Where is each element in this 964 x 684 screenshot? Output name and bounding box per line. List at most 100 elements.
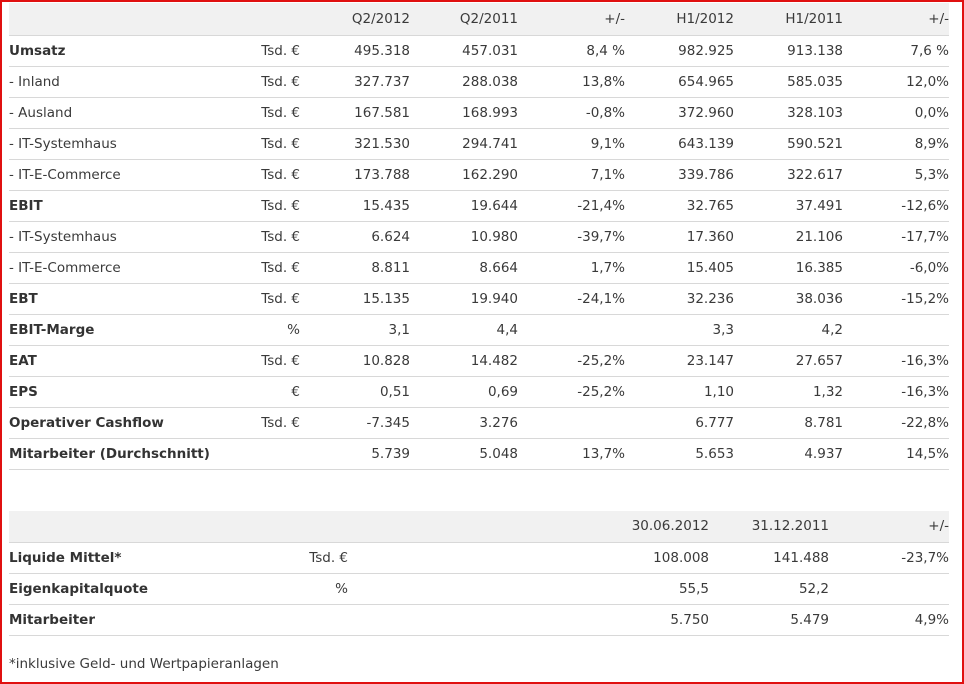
row-unit — [288, 604, 348, 636]
row-unit: Tsd. € — [227, 345, 300, 377]
cell-value: 10.828 — [300, 345, 410, 377]
table-row: - IT-Systemhaus Tsd. €321.530 294.741 9,1% 6… — [9, 128, 949, 160]
cell-value: 13,7% — [518, 438, 625, 470]
cell-value: 16.385 — [734, 252, 843, 284]
row-unit: Tsd. € — [227, 252, 300, 284]
table-row: Mitarbeiter 5.750 5.479 4,9% — [9, 604, 949, 636]
cell-value: 7,6 % — [843, 35, 949, 67]
table-row: EBIT Tsd. €15.435 19.644 -21,4% 32.765 37.491… — [9, 190, 949, 222]
cell-value: 643.139 — [625, 128, 734, 160]
cell-value: -6,0% — [843, 252, 949, 284]
table-row: EPS €0,51 0,69 -25,2% 1,10 1,32 -16,3% — [9, 376, 949, 408]
cell-value: -25,2% — [518, 376, 625, 408]
column-header: +/- — [518, 3, 625, 36]
row-label: Liquide Mittel* — [9, 542, 288, 574]
row-unit: € — [227, 376, 300, 408]
row-unit: % — [288, 573, 348, 605]
row-unit: Tsd. € — [227, 128, 300, 160]
cell-value: -21,4% — [518, 190, 625, 222]
cell-value: 52,2 — [709, 573, 829, 605]
cell-value: 0,69 — [410, 376, 518, 408]
row-unit: Tsd. € — [227, 35, 300, 67]
cell-value — [843, 314, 949, 346]
row-label: Operativer Cashflow — [9, 407, 227, 439]
cell-value: 7,1% — [518, 159, 625, 191]
cell-value: 3.276 — [410, 407, 518, 439]
cell-value: 173.788 — [300, 159, 410, 191]
cell-value: 23.147 — [625, 345, 734, 377]
row-label: Umsatz — [9, 35, 227, 67]
cell-value: 32.236 — [625, 283, 734, 315]
row-label: EBIT — [9, 190, 227, 222]
cell-value: 4,4 — [410, 314, 518, 346]
table-row: - IT-E-Commerce Tsd. €173.788 162.290 7,1% 3… — [9, 159, 949, 191]
cell-value: 14.482 — [410, 345, 518, 377]
cell-value — [518, 314, 625, 346]
cell-value: 12,0% — [843, 66, 949, 98]
cell-value: 654.965 — [625, 66, 734, 98]
cell-value: 6.624 — [300, 221, 410, 253]
cell-value: 55,5 — [348, 573, 709, 605]
table-row: Mitarbeiter (Durchschnitt) 5.739 5.048 13,7… — [9, 438, 949, 470]
cell-value: 15.405 — [625, 252, 734, 284]
cell-value: 8,9% — [843, 128, 949, 160]
table-row: - IT-E-Commerce Tsd. €8.811 8.664 1,7% 15.40… — [9, 252, 949, 284]
cell-value: -22,8% — [843, 407, 949, 439]
row-label: Mitarbeiter (Durchschnitt) — [9, 438, 227, 470]
balance-figures-table: 30.06.2012 31.12.2011 +/- Liquide Mittel* T… — [9, 511, 949, 636]
table-row: Liquide Mittel* Tsd. €108.008 141.488 -23,7… — [9, 542, 949, 574]
cell-value: 321.530 — [300, 128, 410, 160]
column-header: +/- — [829, 511, 949, 543]
cell-value: -12,6% — [843, 190, 949, 222]
cell-value: 322.617 — [734, 159, 843, 191]
cell-value: -7.345 — [300, 407, 410, 439]
cell-value: 8.781 — [734, 407, 843, 439]
cell-value: 5,3% — [843, 159, 949, 191]
column-header: Q2/2012 — [300, 3, 410, 36]
row-label: EPS — [9, 376, 227, 408]
cell-value: 38.036 — [734, 283, 843, 315]
cell-value: 913.138 — [734, 35, 843, 67]
row-label: - Ausland — [9, 97, 227, 129]
table-row: - Ausland Tsd. €167.581 168.993 -0,8% 372.96… — [9, 97, 949, 129]
cell-value: 108.008 — [348, 542, 709, 574]
cell-value: 457.031 — [410, 35, 518, 67]
cell-value: 141.488 — [709, 542, 829, 574]
cell-value: -17,7% — [843, 221, 949, 253]
row-unit: Tsd. € — [227, 159, 300, 191]
cell-value: -0,8% — [518, 97, 625, 129]
column-header: 31.12.2011 — [709, 511, 829, 543]
cell-value: 6.777 — [625, 407, 734, 439]
cell-value: -16,3% — [843, 345, 949, 377]
table-header-row: Q2/2012 Q2/2011 +/- H1/2012 H1/2011 +/- — [9, 3, 949, 36]
row-unit: Tsd. € — [227, 97, 300, 129]
column-header — [227, 3, 300, 36]
cell-value: 3,3 — [625, 314, 734, 346]
cell-value: -23,7% — [829, 542, 949, 574]
row-label: - IT-E-Commerce — [9, 252, 227, 284]
cell-value: 162.290 — [410, 159, 518, 191]
row-label: Eigenkapitalquote — [9, 573, 288, 605]
cell-value: -15,2% — [843, 283, 949, 315]
cell-value: 5.750 — [348, 604, 709, 636]
row-unit: Tsd. € — [227, 283, 300, 315]
cell-value: 15.435 — [300, 190, 410, 222]
cell-value: -24,1% — [518, 283, 625, 315]
table-row: Operativer Cashflow Tsd. € -7.345 3.276 6.77… — [9, 407, 949, 439]
cell-value: 339.786 — [625, 159, 734, 191]
cell-value: 19.644 — [410, 190, 518, 222]
cell-value: 590.521 — [734, 128, 843, 160]
cell-value: 0,0% — [843, 97, 949, 129]
cell-value — [829, 573, 949, 605]
cell-value: 15.135 — [300, 283, 410, 315]
cell-value: 288.038 — [410, 66, 518, 98]
cell-value: 9,1% — [518, 128, 625, 160]
cell-value: 167.581 — [300, 97, 410, 129]
cell-value: 585.035 — [734, 66, 843, 98]
cell-value: 13,8% — [518, 66, 625, 98]
cell-value: -25,2% — [518, 345, 625, 377]
cell-value: 4.937 — [734, 438, 843, 470]
cell-value: 10.980 — [410, 221, 518, 253]
cell-value: 27.657 — [734, 345, 843, 377]
